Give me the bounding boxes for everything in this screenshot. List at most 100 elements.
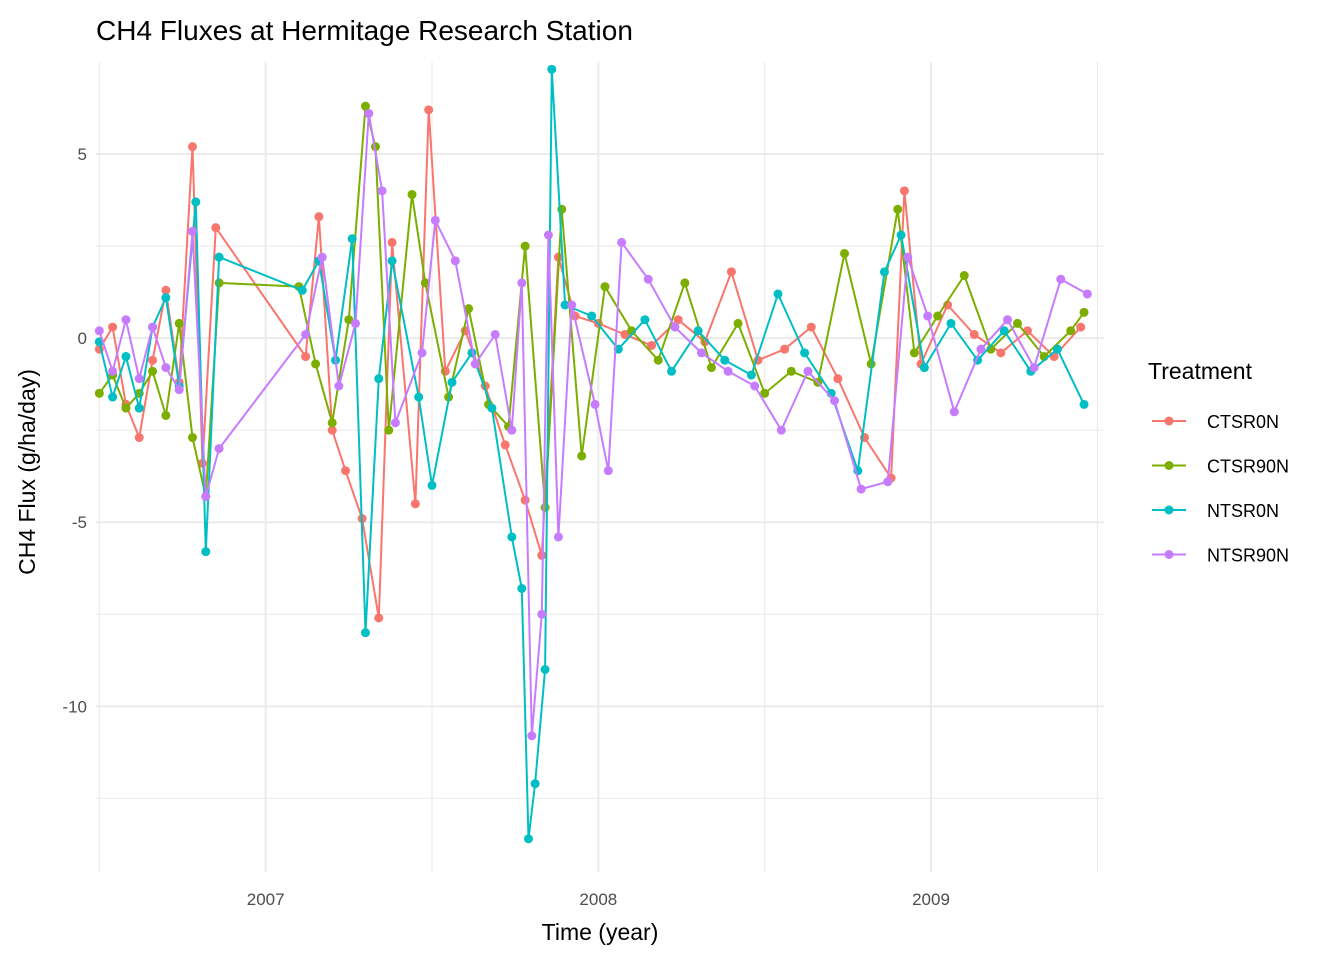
data-point <box>148 322 158 332</box>
data-point <box>1029 363 1039 373</box>
data-point <box>760 388 770 398</box>
data-point <box>108 366 118 376</box>
legend-label: NTSR0N <box>1207 501 1279 521</box>
data-point <box>214 444 224 454</box>
data-point <box>520 495 530 505</box>
data-point <box>134 374 144 384</box>
data-point <box>946 318 956 328</box>
data-point <box>726 267 736 277</box>
x-axis-title: Time (year) <box>542 919 659 945</box>
data-point <box>923 311 933 321</box>
data-point <box>148 366 158 376</box>
data-point <box>417 348 427 358</box>
data-point <box>720 355 730 365</box>
data-point <box>327 418 337 428</box>
data-point <box>470 359 480 369</box>
data-point <box>311 359 321 369</box>
data-point <box>723 366 733 376</box>
data-point <box>776 425 786 435</box>
data-point <box>148 355 158 365</box>
data-point <box>706 363 716 373</box>
data-point <box>620 329 630 339</box>
data-point <box>214 278 224 288</box>
data-point <box>640 315 650 325</box>
legend-key-ctsr0n: CTSR0N <box>1152 412 1279 432</box>
data-point <box>833 374 843 384</box>
data-point <box>996 348 1006 358</box>
legend-swatch-point <box>1164 416 1174 426</box>
grid <box>96 62 1104 872</box>
data-point <box>670 322 680 332</box>
data-point <box>174 385 184 395</box>
data-point <box>387 237 397 247</box>
data-point <box>121 403 131 413</box>
data-point <box>673 315 683 325</box>
data-point <box>360 628 370 638</box>
data-point <box>617 237 627 247</box>
data-point <box>520 241 530 251</box>
y-axis-title: CH4 Flux (g/ha/day) <box>14 369 40 575</box>
data-point <box>746 370 756 380</box>
data-point <box>490 329 500 339</box>
data-point <box>553 532 563 542</box>
data-point <box>134 403 144 413</box>
data-point <box>543 230 553 240</box>
data-point <box>600 282 610 292</box>
data-point <box>390 418 400 428</box>
data-point <box>201 547 211 557</box>
data-point <box>537 609 547 619</box>
data-point <box>424 105 434 115</box>
data-point <box>587 311 597 321</box>
data-point <box>500 440 510 450</box>
data-point <box>450 256 460 266</box>
series-ctsr0n <box>94 105 1086 623</box>
series-ntsr0n <box>94 64 1089 844</box>
data-point <box>384 425 394 435</box>
x-tick-label: 2008 <box>579 890 617 909</box>
data-point <box>856 484 866 494</box>
data-point <box>903 252 913 262</box>
data-point <box>374 374 384 384</box>
data-point <box>1079 399 1089 409</box>
data-point <box>803 366 813 376</box>
data-point <box>527 731 537 741</box>
data-point <box>1076 322 1086 332</box>
data-point <box>560 300 570 310</box>
data-point <box>187 226 197 236</box>
data-point <box>750 381 760 391</box>
y-tick-label: -10 <box>62 697 87 716</box>
y-tick-label: -5 <box>72 513 87 532</box>
series-line-ctsr0n <box>98 108 1082 619</box>
data-point <box>214 252 224 262</box>
data-point <box>487 403 497 413</box>
data-point <box>407 190 417 200</box>
data-point <box>464 304 474 314</box>
data-point <box>334 381 344 391</box>
data-point <box>896 230 906 240</box>
y-axis-ticks: 5 0 -5 -10 <box>62 145 87 716</box>
data-point <box>317 252 327 262</box>
data-point <box>1082 289 1092 299</box>
data-point <box>507 425 517 435</box>
data-point <box>969 329 979 339</box>
data-point <box>1013 318 1023 328</box>
data-point <box>830 396 840 406</box>
data-point <box>577 451 587 461</box>
data-point <box>201 491 211 501</box>
data-point <box>643 274 653 284</box>
series-ctsr90n <box>94 101 1089 512</box>
data-point <box>949 407 959 417</box>
series-line-ntsr0n <box>98 68 1085 840</box>
data-point <box>1056 274 1066 284</box>
data-point <box>108 392 118 402</box>
data-point <box>899 186 909 196</box>
chart-title: CH4 Fluxes at Hermitage Research Station <box>96 15 633 46</box>
legend-swatch-point <box>1164 550 1174 559</box>
data-point <box>507 532 517 542</box>
data-point <box>800 348 810 358</box>
x-axis-ticks: 2007 2008 2009 <box>247 890 950 909</box>
data-point <box>806 322 816 332</box>
data-point <box>187 433 197 443</box>
legend-key-ntsr90n: NTSR90N <box>1152 546 1289 566</box>
data-point <box>879 267 889 277</box>
